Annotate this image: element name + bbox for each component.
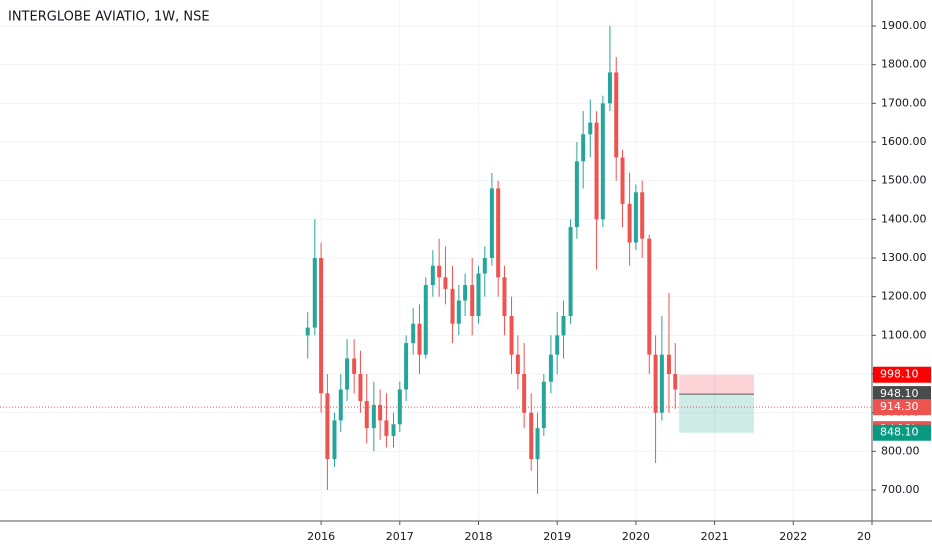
y-tick-label: 1100.00 [881, 328, 927, 341]
x-tick-label: 2018 [464, 530, 492, 543]
candle-body [358, 374, 363, 402]
y-tick-label: 1200.00 [881, 290, 927, 303]
candle-body [607, 72, 612, 104]
candle-body [332, 420, 337, 460]
y-tick-label: 1400.00 [881, 212, 927, 225]
candle-body [666, 354, 671, 374]
chart-title: INTERGLOBE AVIATIO, 1W, NSE [8, 10, 210, 25]
candle-body [470, 285, 475, 316]
stop-label: 998.10 [880, 368, 919, 381]
x-tick-label: 2020 [622, 530, 650, 543]
candle-body [391, 424, 396, 436]
candle-body [574, 161, 579, 228]
x-tick-label: 2019 [543, 530, 571, 543]
candle-body [489, 188, 494, 258]
candle-body [594, 122, 599, 220]
last-price-label: 914.30 [880, 400, 919, 413]
candle-body [568, 227, 573, 316]
y-tick-label: 700.00 [881, 483, 920, 496]
candle-body [371, 404, 376, 429]
candle-body [364, 401, 369, 429]
candle-body [430, 265, 435, 286]
candle-body [312, 258, 317, 328]
candle-body [541, 381, 546, 429]
candle-body [345, 358, 350, 390]
y-tick-label: 1700.00 [881, 96, 927, 109]
last-price-label-bg [873, 399, 931, 416]
candle-body [384, 420, 389, 436]
candle-body [627, 203, 632, 243]
candle-body [404, 343, 409, 390]
candle-body [305, 327, 310, 336]
candle-body [443, 277, 448, 289]
stop-zone [679, 374, 754, 395]
candle-body [450, 288, 455, 324]
y-tick-label: 1600.00 [881, 135, 927, 148]
candle-body [496, 188, 501, 278]
candle-body [588, 122, 593, 135]
y-tick-label: 800.00 [881, 444, 920, 457]
stop-label-bg [873, 366, 931, 383]
candle-body [614, 72, 619, 158]
candle-body [319, 258, 324, 394]
candle-body [502, 277, 507, 316]
candle-body [463, 285, 468, 301]
x-tick-label: 2016 [307, 530, 335, 543]
candle-body [640, 192, 645, 239]
candle-body [659, 354, 664, 413]
candle-body [352, 358, 357, 374]
x-tick-label: 2022 [779, 530, 807, 543]
x-tick-label: 2017 [386, 530, 414, 543]
candle-body [456, 300, 461, 324]
x-tick-label: 2021 [701, 530, 729, 543]
candle-body [647, 238, 652, 355]
target-label-bg [873, 424, 931, 441]
candle-body [417, 323, 422, 355]
candle-body [338, 389, 343, 421]
y-tick-label: 1300.00 [881, 251, 927, 264]
candle-body [673, 374, 678, 390]
candle-body [522, 374, 527, 413]
candle-body [548, 354, 553, 382]
y-tick-label: 1800.00 [881, 58, 927, 71]
candle-body [653, 354, 658, 413]
candle-body [529, 412, 534, 460]
candle-body [535, 428, 540, 460]
candle-body [378, 404, 383, 421]
candle-body [476, 273, 481, 316]
entry-label: 948.10 [880, 387, 919, 400]
candle-body [411, 323, 416, 344]
y-tick-label: 1500.00 [881, 174, 927, 187]
candle-body [581, 134, 586, 162]
candle-body [437, 265, 442, 278]
candle-body [620, 157, 625, 204]
entry-label-bg [873, 386, 931, 403]
candle-body [555, 335, 560, 355]
candle-body [600, 103, 605, 220]
y-tick-label: 1900.00 [881, 19, 927, 32]
candle-body [515, 354, 520, 374]
candle-body [482, 258, 487, 274]
candle-body [561, 316, 566, 336]
target-zone [679, 394, 754, 433]
candle-body [325, 393, 330, 460]
candle-body [509, 316, 514, 355]
target-label: 848.10 [880, 426, 919, 439]
candle-body [423, 285, 428, 355]
candle-body [633, 192, 638, 243]
x-tick-label: 20 [857, 530, 871, 543]
